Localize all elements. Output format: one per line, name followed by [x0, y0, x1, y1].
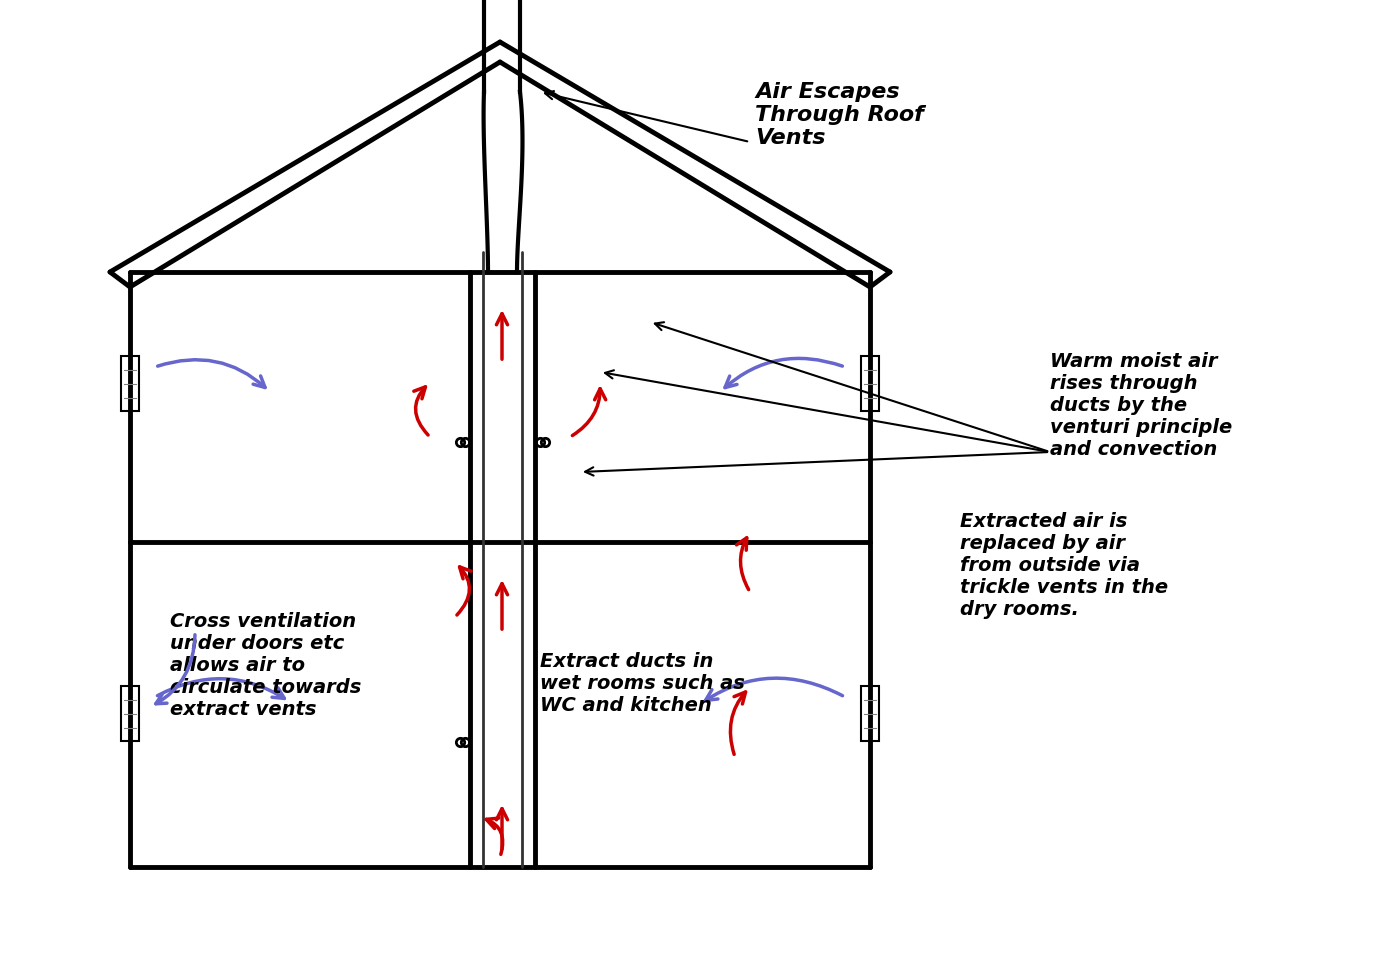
Text: Extract ducts in
wet rooms such as
WC and kitchen: Extract ducts in wet rooms such as WC an…: [540, 652, 745, 715]
Text: Cross ventilation
under doors etc
allows air to
circulate towards
extract vents: Cross ventilation under doors etc allows…: [170, 612, 362, 719]
Bar: [121, 357, 139, 411]
Bar: [121, 686, 139, 742]
Bar: [862, 686, 878, 742]
Text: Warm moist air
rises through
ducts by the
venturi principle
and convection: Warm moist air rises through ducts by th…: [1050, 352, 1232, 459]
Text: Extracted air is
replaced by air
from outside via
trickle vents in the
dry rooms: Extracted air is replaced by air from ou…: [960, 512, 1168, 619]
Bar: [862, 357, 878, 411]
Text: Air Escapes
Through Roof
Vents: Air Escapes Through Roof Vents: [754, 82, 924, 149]
